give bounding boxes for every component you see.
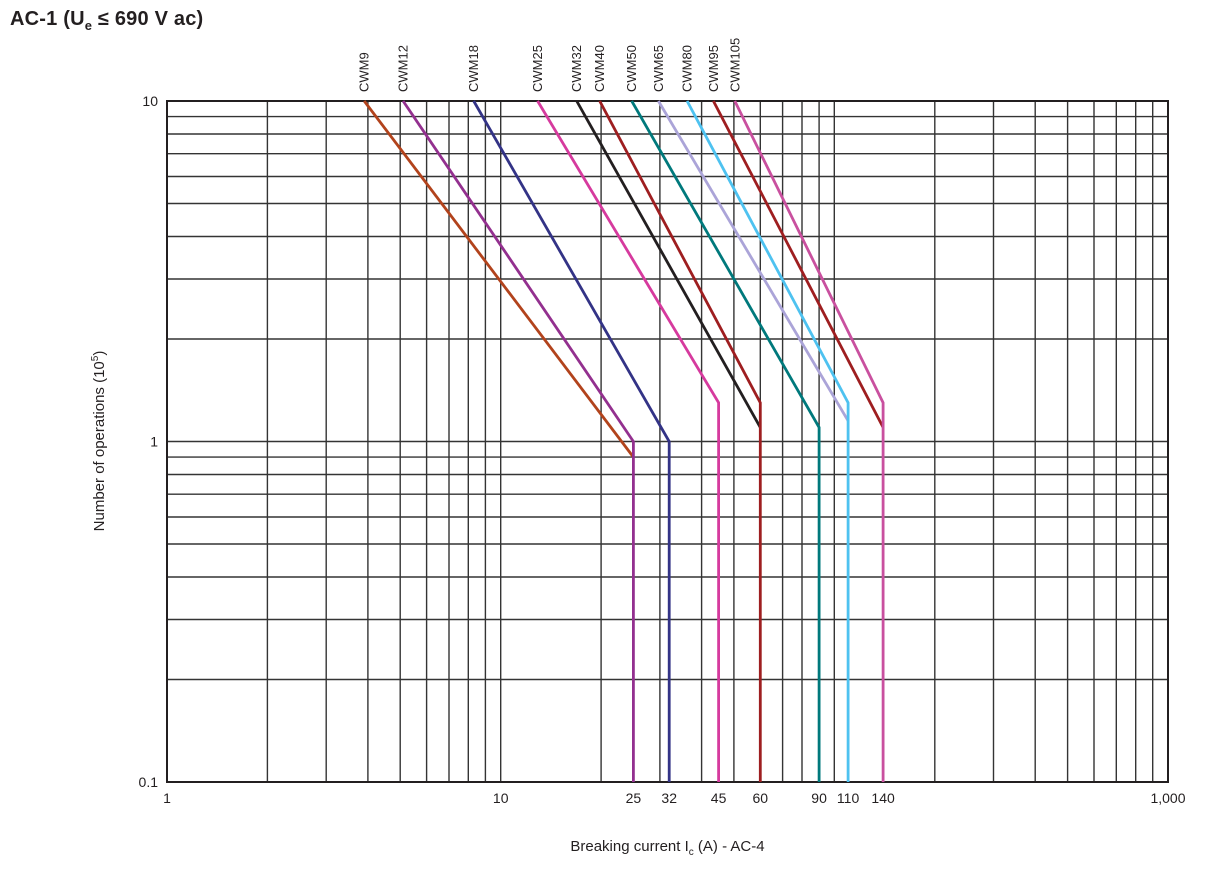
x-tick-label: 60: [753, 790, 769, 806]
curve-cwm80: [685, 100, 850, 782]
curve-cwm32: [575, 100, 762, 429]
y-axis-title-superscript: 5: [90, 355, 101, 362]
chart-title-prefix: AC-1 (U: [10, 8, 85, 30]
x-axis-title: Breaking current Ic (A) - AC-4: [167, 838, 1168, 858]
curve-cwm12: [401, 100, 635, 782]
x-axis-title-suffix: (A) - AC-4: [693, 838, 765, 855]
curve-cwm105: [733, 100, 885, 782]
plot-frame: [166, 100, 1169, 783]
curve-cwm95: [712, 100, 885, 429]
curve-label-cwm50: CWM50: [624, 45, 639, 92]
x-axis-title-prefix: Breaking current I: [570, 838, 689, 855]
curve-cwm65: [657, 100, 850, 422]
chart-title-suffix: ≤ 690 V ac): [92, 8, 204, 30]
chart-title-subscript: e: [84, 18, 93, 33]
x-tick-label: 1,000: [1150, 790, 1185, 806]
x-tick-label: 45: [711, 790, 727, 806]
x-tick-label: 140: [871, 790, 895, 806]
x-tick-label: 1: [163, 790, 171, 806]
y-axis-title-suffix: ): [91, 350, 108, 356]
y-axis-title: Number of operations (105): [90, 291, 113, 591]
curve-label-cwm40: CWM40: [592, 45, 607, 92]
y-axis-title-prefix: Number of operations (10: [91, 361, 108, 532]
y-tick-label: 10: [142, 93, 158, 109]
curve-label-cwm80: CWM80: [680, 45, 695, 92]
curve-label-cwm65: CWM65: [651, 45, 666, 92]
x-tick-label: 110: [837, 790, 860, 806]
x-tick-label: 32: [661, 790, 677, 806]
curve-cwm25: [536, 100, 720, 782]
curve-label-cwm12: CWM12: [396, 45, 411, 92]
curve-cwm9: [363, 100, 635, 458]
y-tick-label: 1: [150, 434, 158, 450]
x-tick-label: 10: [493, 790, 509, 806]
x-axis-title-subscript: c: [688, 847, 694, 858]
curve-label-cwm32: CWM32: [569, 45, 584, 92]
grid-lines: [166, 100, 1169, 783]
curve-label-cwm105: CWM105: [727, 38, 742, 92]
y-tick-label: 0.1: [139, 774, 159, 790]
curve-cwm40: [598, 100, 762, 782]
x-tick-label: 90: [811, 790, 827, 806]
curve-cwm50: [630, 100, 821, 782]
x-tick-label: 25: [626, 790, 642, 806]
curve-cwm18: [472, 100, 671, 782]
curve-label-cwm25: CWM25: [530, 45, 545, 92]
chart-title: AC-1 (Ue ≤ 690 V ac): [10, 8, 204, 33]
curve-label-cwm18: CWM18: [466, 45, 481, 92]
curve-label-cwm9: CWM9: [357, 52, 372, 92]
curve-label-cwm95: CWM95: [706, 45, 721, 92]
